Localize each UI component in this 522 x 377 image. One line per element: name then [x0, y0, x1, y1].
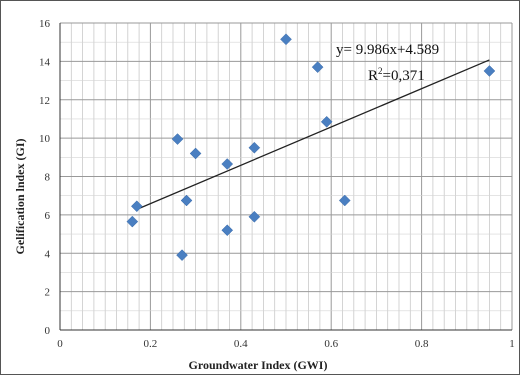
y-tick-label: 12 [39, 95, 50, 107]
data-point [189, 147, 202, 160]
axes [59, 23, 512, 331]
x-tick-label: 0.8 [415, 338, 429, 350]
x-tick-label: 0 [57, 338, 63, 350]
r-squared-superscript: 2 [378, 66, 383, 76]
y-tick-labels: 0 2 4 6 8 10 12 14 16 [39, 18, 51, 337]
data-point [130, 200, 143, 213]
grid [59, 22, 513, 331]
x-tick-label: 0.6 [324, 338, 338, 350]
data-point [176, 249, 188, 262]
data-point [338, 194, 351, 207]
x-axis-label: Groundwater Index (GWI) [189, 358, 328, 372]
r-squared-label: R2=0,371 [368, 66, 425, 84]
x-tick-label: 0.2 [144, 338, 158, 350]
y-tick-label: 4 [45, 248, 51, 260]
data-point [311, 61, 324, 73]
data-point [483, 65, 496, 77]
x-tick-label: 1 [509, 338, 515, 350]
data-point [180, 194, 193, 207]
data-points [126, 33, 496, 262]
x-tick-label: 0.4 [234, 338, 248, 350]
data-point [221, 224, 234, 237]
y-tick-label: 14 [39, 56, 51, 68]
y-tick-label: 6 [45, 210, 51, 222]
data-point [320, 115, 333, 128]
trendline-equation: y= 9.986x+4.589 [336, 42, 439, 58]
data-point [248, 141, 261, 154]
y-axis-label: Gelification lndex (GI) [13, 139, 27, 255]
trendline [136, 59, 490, 210]
y-tick-label: 0 [45, 325, 51, 337]
r-squared-prefix: R [368, 68, 378, 84]
data-point [221, 158, 234, 170]
y-tick-label: 10 [39, 133, 51, 145]
x-tick-labels: 0 0.2 0.4 0.6 0.8 1 [57, 338, 515, 350]
trendline-group [136, 59, 490, 210]
r-squared-value: =0,371 [383, 68, 425, 84]
y-tick-label: 16 [39, 18, 51, 30]
y-tick-label: 8 [45, 172, 51, 184]
data-point [248, 210, 261, 223]
data-point [280, 33, 292, 46]
y-tick-label: 2 [45, 287, 51, 299]
data-point [171, 133, 184, 145]
data-point [126, 215, 139, 228]
